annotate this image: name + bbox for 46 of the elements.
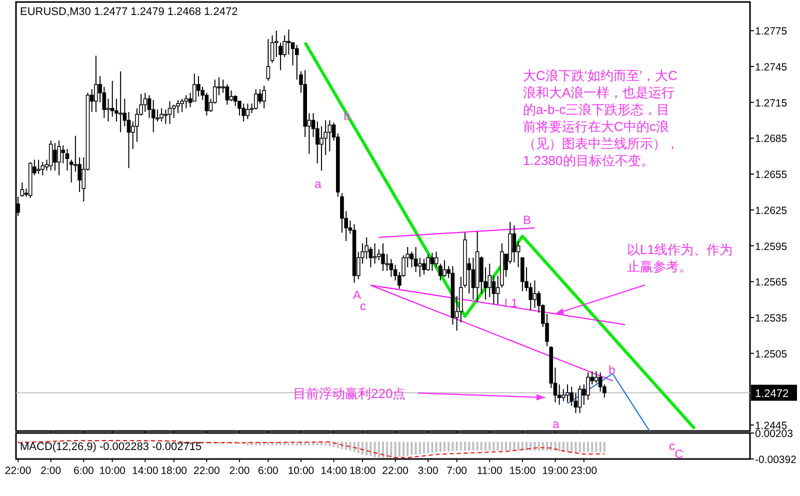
- y-tick-label: 1.2565: [755, 276, 788, 289]
- annotation: 大C浪下跌‘如约而至’，大C浪和大A浪一样，也是运行的a-b-c三浪下跌形态，目前将要运行在大C中的c浪（见）图表中兰线所示），1.2380的目标位不变。: [523, 68, 679, 168]
- x-tick-label: 22:00: [382, 465, 409, 477]
- x-tick-label: 14:00: [132, 465, 158, 477]
- y-tick-label: 1.2595: [755, 240, 788, 253]
- x-tick-label: 2:00: [229, 465, 250, 477]
- x-tick-label: 22:00: [4, 465, 32, 477]
- x-tick-label: 14:00: [320, 465, 348, 477]
- annotation: b: [608, 363, 616, 377]
- y-tick-label: 1.2745: [755, 62, 788, 74]
- y-tick-label: 1.2535: [755, 312, 788, 324]
- ref-line-label: 1.2472: [755, 388, 789, 400]
- x-tick-label: 10:00: [288, 465, 314, 477]
- y-tick-label: -0.00392: [755, 454, 797, 466]
- x-tick-label: 3:00: [418, 465, 438, 477]
- x-tick-label: 11:00: [476, 465, 503, 477]
- y-tick-label: 1.2625: [755, 204, 788, 217]
- y-tick-label: 1.2505: [755, 348, 788, 360]
- annotation: 以L1线作为、作为止赢参考。: [627, 242, 732, 274]
- y-tick-label: 1.2715: [755, 97, 788, 110]
- annotation: b: [344, 109, 351, 123]
- chart-title: EURUSD,M30 1.2477 1.2479 1.2468 1.2472: [20, 6, 238, 18]
- annotation: A: [352, 288, 362, 302]
- x-tick-label: 15:00: [509, 465, 536, 477]
- annotation: L1: [504, 296, 518, 310]
- x-tick-label: 18:00: [349, 465, 376, 477]
- x-tick-label: 7:00: [446, 465, 468, 477]
- annotation: B: [522, 213, 532, 227]
- y-tick-label: 1.2685: [755, 133, 788, 146]
- annotation: 目前浮动赢利220点: [293, 386, 406, 401]
- annotation: a: [552, 417, 560, 431]
- x-tick-label: 19:00: [542, 465, 569, 477]
- annotation: c: [360, 299, 366, 313]
- y-tick-label: 1.2655: [755, 169, 788, 182]
- x-tick-label: 6:00: [73, 465, 94, 477]
- annotation: c: [669, 439, 675, 453]
- x-tick-label: 2:00: [40, 465, 62, 477]
- x-tick-label: 10:00: [99, 465, 126, 477]
- x-tick-label: 23:00: [570, 465, 598, 477]
- annotation: C: [674, 447, 684, 461]
- text: MACD(12,26,9) -0.002283 -0.002715: [20, 441, 202, 453]
- x-tick-label: 6:00: [258, 465, 279, 477]
- x-tick-label: 18:00: [160, 465, 188, 477]
- y-tick-label: 1.2775: [755, 26, 788, 38]
- annotation: a: [314, 177, 322, 191]
- x-tick-label: 22:00: [194, 465, 220, 477]
